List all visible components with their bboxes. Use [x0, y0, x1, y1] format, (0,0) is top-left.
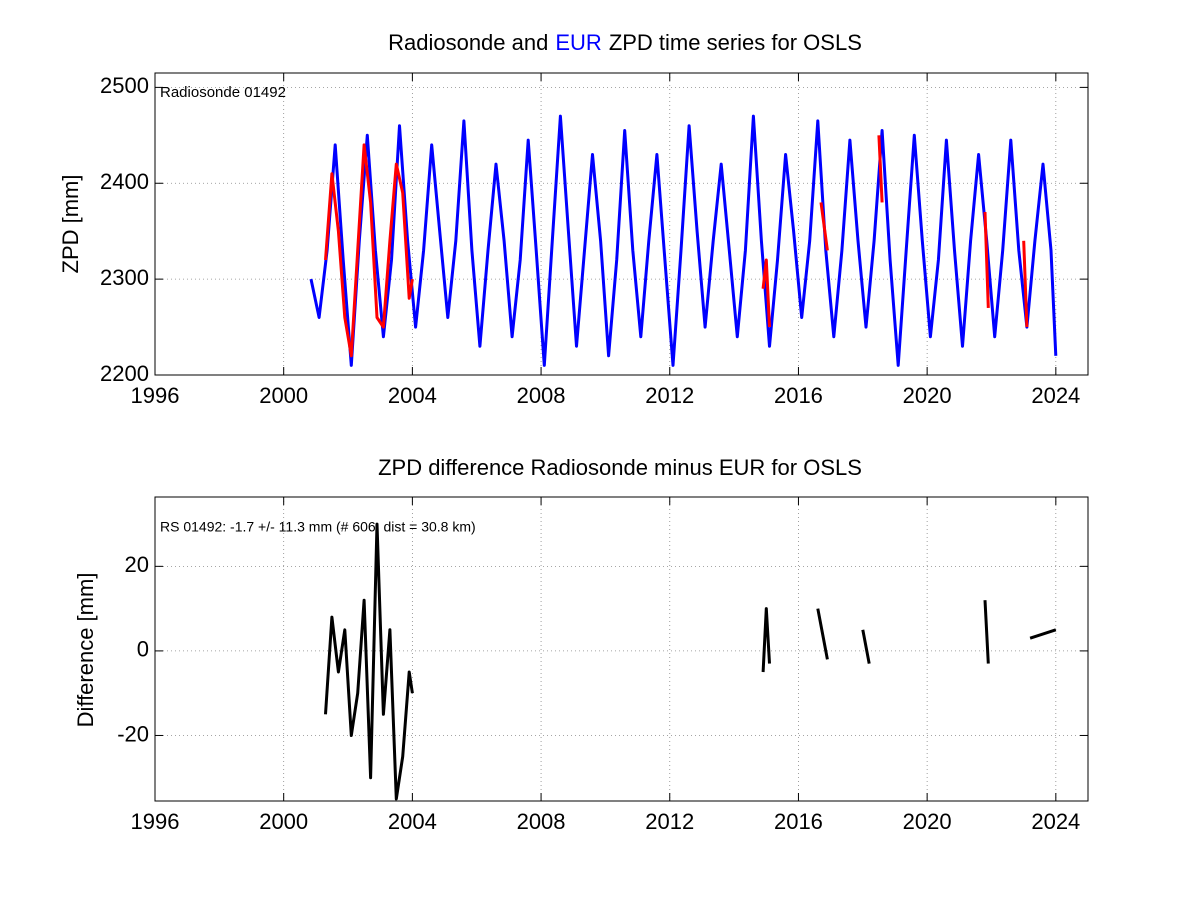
annotation: RS 01492: -1.7 +/- 11.3 mm (# 606, dist …	[160, 519, 476, 535]
x-tick-label: 2020	[903, 383, 952, 408]
y-tick-label: 20	[125, 552, 149, 577]
data-line	[309, 114, 1058, 367]
x-tick-label: 2024	[1031, 809, 1080, 834]
chart-title: Radiosonde and EUR ZPD time series for OSL…	[388, 30, 862, 55]
x-tick-label: 2012	[645, 383, 694, 408]
title-end: ZPD time series for OSLS	[609, 30, 862, 55]
y-tick-label: 2300	[100, 265, 149, 290]
x-tick-label: 2012	[645, 809, 694, 834]
y-axis-label: ZPD [mm]	[58, 175, 83, 274]
x-tick-label: 2000	[259, 809, 308, 834]
data-line	[324, 135, 1029, 358]
y-tick-label: -20	[117, 721, 149, 746]
series-label: Radiosonde 01492	[160, 84, 286, 101]
x-tick-label: 1996	[131, 383, 180, 408]
y-tick-label: 2500	[100, 73, 149, 98]
title-start: Radiosonde and	[388, 30, 548, 55]
x-tick-label: 2000	[259, 383, 308, 408]
x-tick-label: 2008	[517, 809, 566, 834]
x-tick-label: 2016	[774, 809, 823, 834]
data-line	[324, 522, 1057, 801]
x-tick-label: 2008	[517, 383, 566, 408]
x-tick-label: 2024	[1031, 383, 1080, 408]
x-tick-label: 2004	[388, 383, 437, 408]
chart-title: ZPD difference Radiosonde minus EUR for …	[378, 455, 862, 480]
plot-frame	[154, 72, 1089, 376]
x-tick-label: 2020	[903, 809, 952, 834]
title-series: EUR	[555, 30, 601, 55]
y-tick-label: 2400	[100, 169, 149, 194]
y-tick-label: 0	[137, 637, 149, 662]
y-tick-label: 2200	[100, 361, 149, 386]
x-tick-label: 2004	[388, 809, 437, 834]
y-axis-label: Difference [mm]	[73, 573, 98, 728]
x-tick-label: 1996	[131, 809, 180, 834]
x-tick-label: 2016	[774, 383, 823, 408]
plot-frame	[154, 496, 1089, 802]
